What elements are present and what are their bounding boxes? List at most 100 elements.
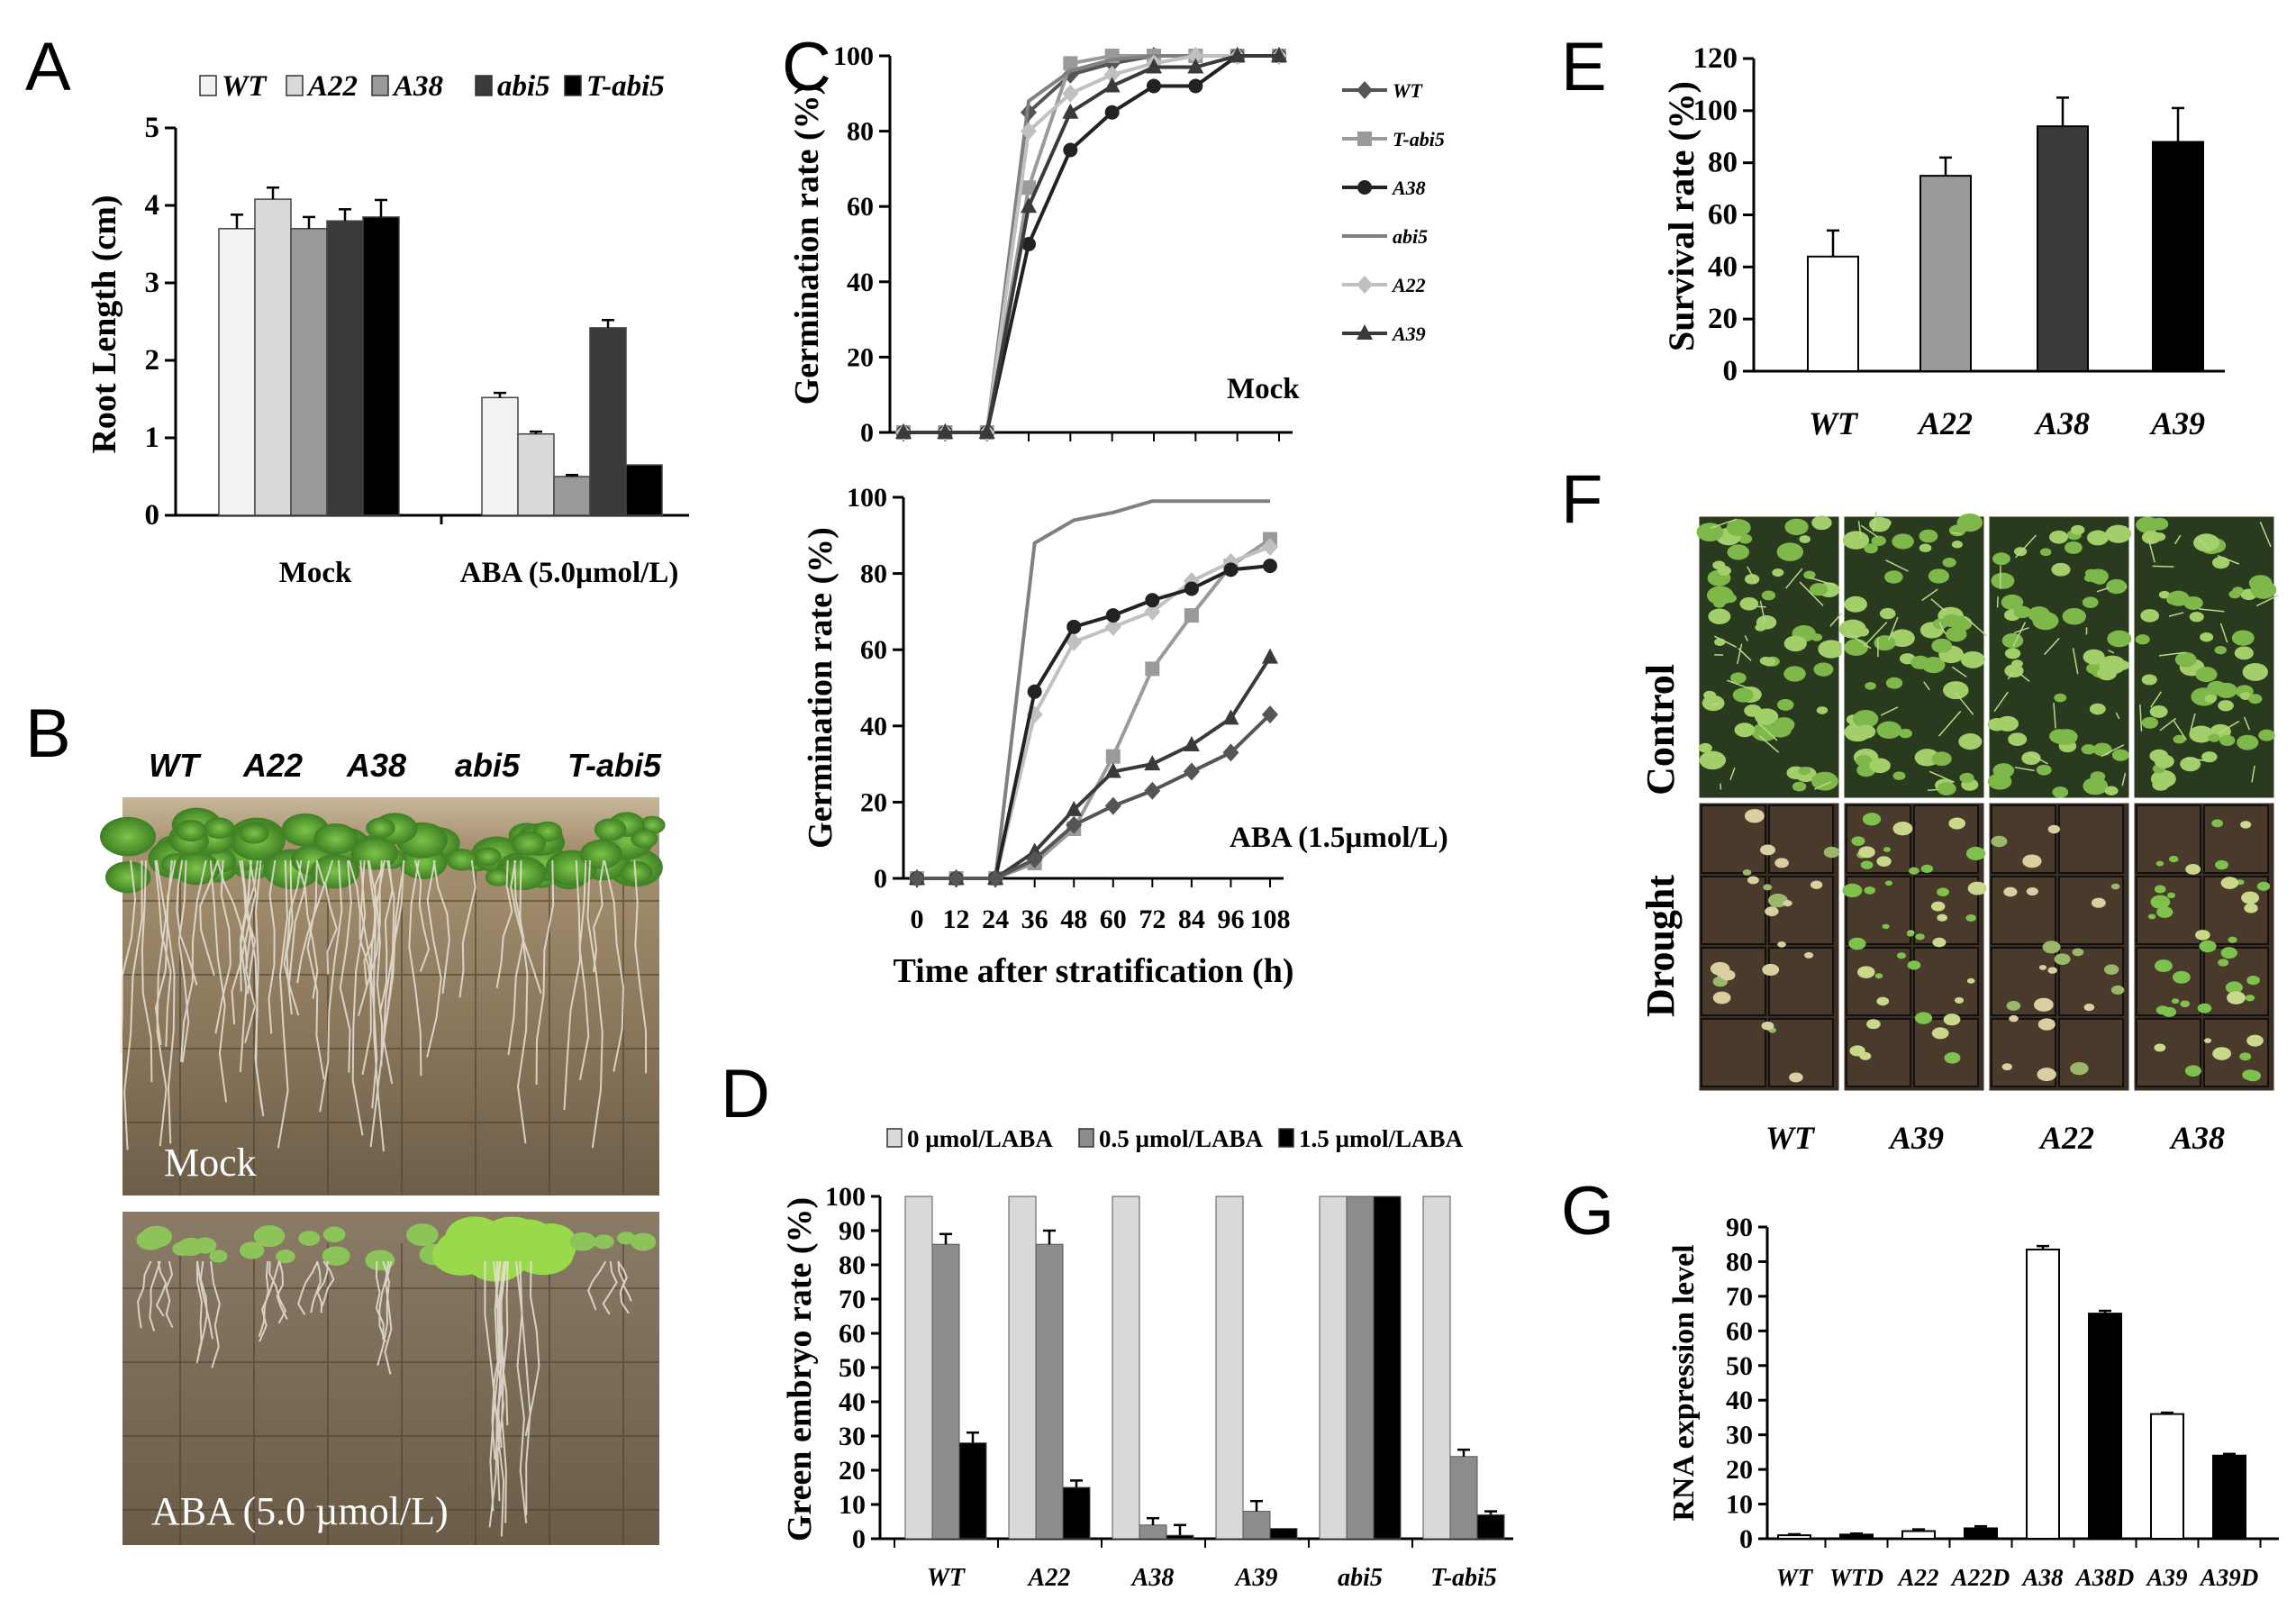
stem: [1928, 788, 1939, 792]
c-aba-point-a38: [1145, 593, 1160, 608]
stem: [2015, 534, 2037, 559]
root: [120, 859, 137, 1054]
g-bar-a22: [1901, 1530, 1936, 1541]
plant: [1909, 867, 1919, 875]
root: [196, 1260, 213, 1340]
c-mock-point-a39: [895, 423, 912, 439]
a-legend-label-wt: WT: [222, 70, 268, 103]
plant: [1776, 542, 1804, 561]
plant: [1864, 886, 1876, 895]
plant: [2173, 734, 2186, 744]
leaf: [630, 1232, 657, 1251]
root: [413, 859, 431, 972]
panel-label-d: D: [721, 1056, 770, 1132]
photo-b-mock-roots: [120, 859, 648, 1152]
stem: [1857, 521, 1863, 539]
c-aba-line-a39: [917, 656, 1272, 880]
root: [348, 859, 373, 992]
leaf: [204, 817, 235, 840]
c-legend-marker-a38: [1357, 180, 1372, 195]
stem: [1880, 706, 1899, 716]
c-legend-label-a22: A22: [1391, 274, 1426, 296]
pot: [2058, 804, 2124, 874]
pot: [1768, 947, 1834, 1016]
stem: [1710, 518, 1738, 529]
g-ytick-label: 90: [1726, 1213, 1753, 1242]
stem: [1930, 598, 1946, 612]
stem: [1873, 511, 1877, 532]
d-bar-abi5-0: [1319, 1195, 1348, 1540]
plant: [2091, 897, 2106, 908]
stem: [2019, 673, 2030, 683]
c-aba-point-wt: [948, 869, 965, 887]
plant: [1884, 570, 1903, 584]
root: [593, 859, 605, 973]
plant: [2026, 886, 2038, 896]
pot: [2058, 1018, 2124, 1087]
plant: [2001, 632, 2024, 649]
plant: [2227, 991, 2246, 1004]
root: [324, 859, 338, 975]
c-aba-point-wt: [987, 869, 1004, 887]
c-mock-point-t-abi5: [1021, 180, 1036, 195]
pot: [1701, 876, 1766, 945]
stem: [2072, 648, 2079, 675]
c-mock-line-a22: [903, 54, 1279, 434]
plant: [1907, 960, 1921, 970]
pot: [1701, 947, 1766, 1016]
plant: [1951, 541, 1963, 549]
d-ytick-label: 60: [839, 1319, 866, 1349]
root: [268, 1260, 287, 1324]
plant: [1942, 558, 1956, 568]
plant: [2047, 967, 2057, 974]
c-aba-ytick-label: 80: [860, 559, 887, 589]
root: [276, 1260, 288, 1320]
root: [296, 859, 326, 984]
c-aba-point-t-abi5: [1184, 608, 1199, 623]
root: [495, 1260, 506, 1537]
plant: [1789, 1072, 1803, 1083]
plant: [1992, 763, 2015, 778]
d-bar-a39-0: [1215, 1195, 1244, 1540]
root: [259, 1260, 280, 1342]
photo-f-col-a39: A39: [1888, 1120, 1944, 1156]
plant: [1899, 728, 1912, 739]
g-bar-a38: [2026, 1248, 2060, 1540]
plant: [1958, 733, 1983, 750]
plant: [1734, 723, 1756, 738]
c-aba-point-t-abi5: [1105, 749, 1121, 764]
plant: [2152, 778, 2170, 791]
root: [339, 859, 352, 1073]
leaf: [631, 829, 658, 849]
plant: [1811, 515, 1832, 531]
plant: [1708, 608, 1731, 624]
g-ytick-label: 0: [1739, 1524, 1753, 1554]
root: [255, 859, 265, 1117]
c-aba-ytick-label: 40: [860, 712, 887, 741]
d-bar-a38-1: [1139, 1524, 1167, 1540]
plant: [1943, 1014, 1961, 1026]
plant: [2245, 1070, 2261, 1082]
c-aba-point-wt: [1066, 815, 1083, 834]
plant: [2247, 694, 2263, 704]
plant: [2218, 700, 2234, 712]
plant: [1857, 966, 1875, 978]
c-aba-xtick-label: 60: [1100, 904, 1127, 934]
pot: [2203, 876, 2269, 945]
d-ytick-label: 100: [825, 1182, 866, 1212]
leaf: [239, 823, 269, 844]
d-bar-t-abi5-1: [1449, 1456, 1478, 1540]
plant: [2052, 729, 2074, 745]
c-aba-xtick-label: 12: [943, 904, 970, 934]
g-y-axis-label: RNA expression level: [1667, 1244, 1701, 1521]
photo-f-col-a38: A38: [2169, 1120, 2225, 1156]
stem: [1758, 735, 1780, 753]
root: [516, 859, 529, 1144]
leaf: [485, 868, 511, 886]
plant: [2072, 948, 2084, 957]
leaf: [497, 856, 547, 891]
root: [199, 859, 219, 977]
stem: [1737, 643, 1743, 665]
root: [351, 859, 367, 1136]
